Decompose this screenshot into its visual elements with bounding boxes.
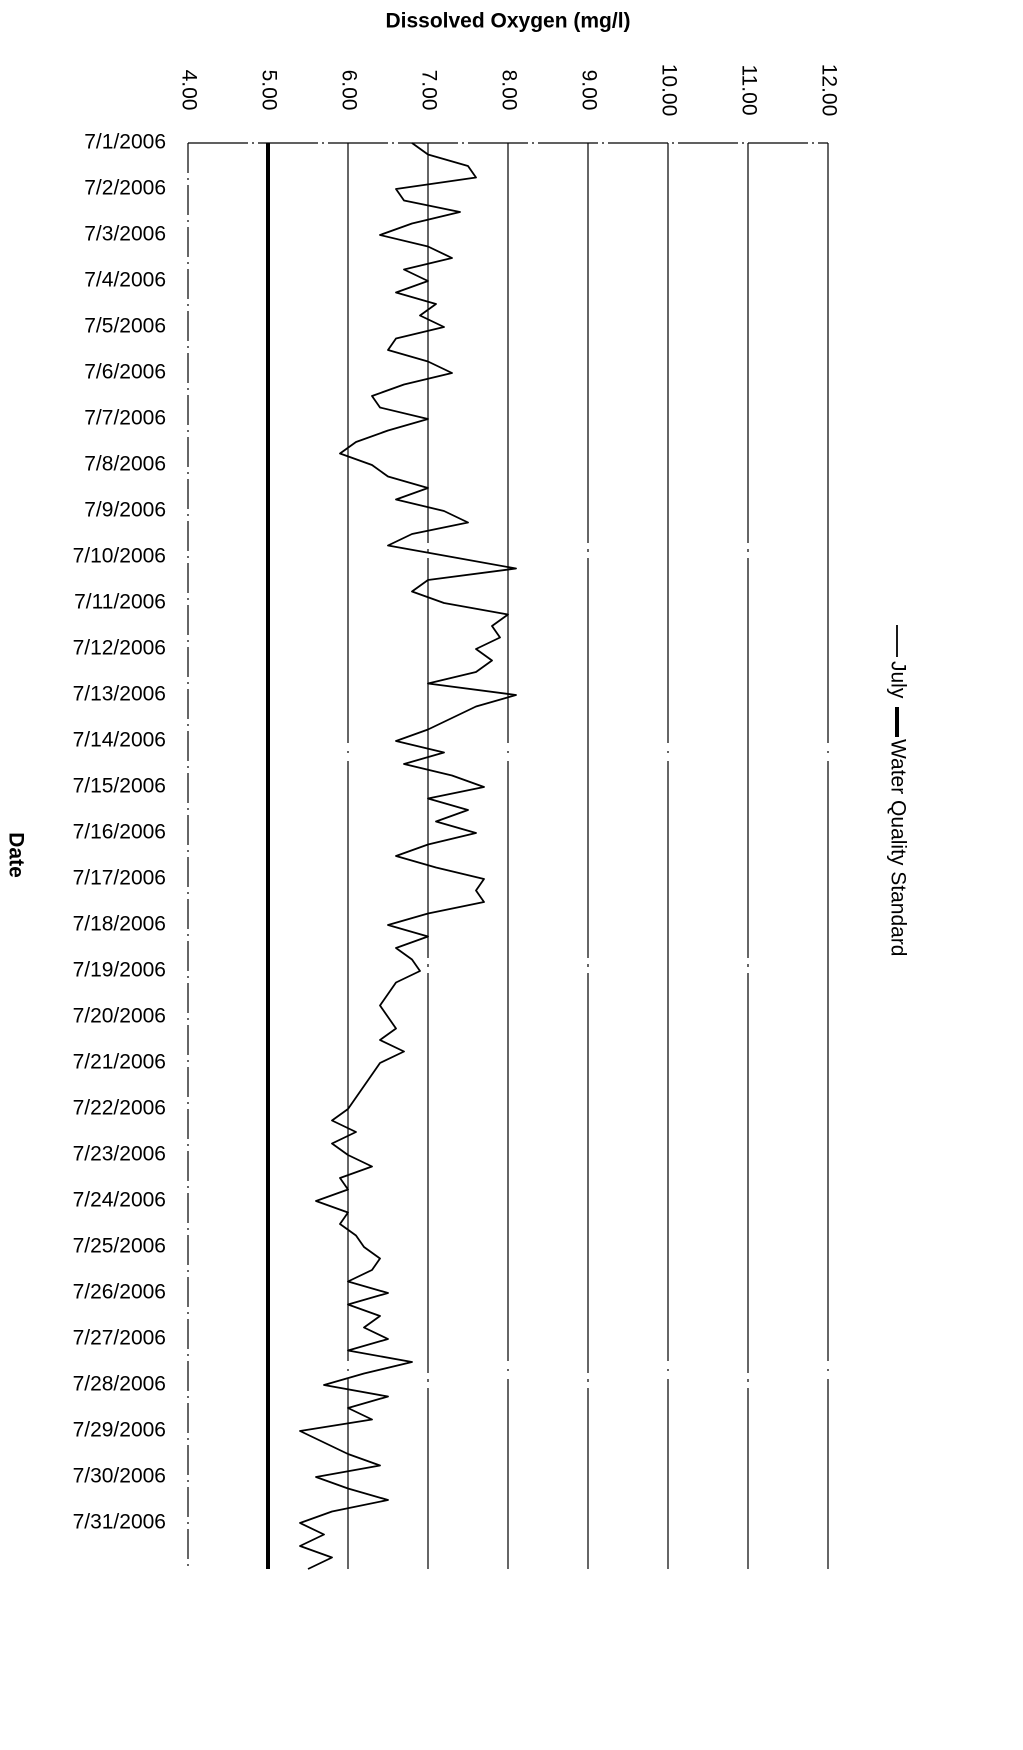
y-tick-label: 7/28/2006 bbox=[73, 1373, 166, 1396]
x-tick-label: 7.00 bbox=[417, 70, 440, 111]
y-tick-label: 7/1/2006 bbox=[84, 131, 166, 154]
y-tick-label: 7/21/2006 bbox=[73, 1051, 166, 1074]
x-tick-label: 10.00 bbox=[657, 64, 680, 117]
x-tick-label: 8.00 bbox=[497, 70, 520, 111]
y-tick-label: 7/20/2006 bbox=[73, 1005, 166, 1028]
legend-label: July bbox=[886, 661, 909, 699]
y-tick-label: 7/30/2006 bbox=[73, 1465, 166, 1488]
y-tick-label: 7/7/2006 bbox=[84, 407, 166, 430]
y-tick-label: 7/19/2006 bbox=[73, 959, 166, 982]
x-tick-label: 4.00 bbox=[177, 70, 200, 111]
y-tick-label: 7/2/2006 bbox=[84, 177, 166, 200]
y-tick-label: 7/29/2006 bbox=[73, 1419, 166, 1442]
y-tick-label: 7/3/2006 bbox=[84, 223, 166, 246]
y-tick-label: 7/10/2006 bbox=[73, 545, 166, 568]
data-line bbox=[299, 142, 517, 1570]
y-tick-label: 7/23/2006 bbox=[73, 1143, 166, 1166]
x-tick-label: 9.00 bbox=[577, 70, 600, 111]
y-tick-label: 7/6/2006 bbox=[84, 361, 166, 384]
y-tick-label: 7/16/2006 bbox=[73, 821, 166, 844]
legend-label: Water Quality Standard bbox=[886, 739, 909, 957]
y-tick-label: 7/13/2006 bbox=[73, 683, 166, 706]
legend: July Water Quality Standard bbox=[886, 625, 909, 957]
y-tick-label: 7/26/2006 bbox=[73, 1281, 166, 1304]
y-tick-label: 7/4/2006 bbox=[84, 269, 166, 292]
y-tick-label: 7/31/2006 bbox=[73, 1511, 166, 1534]
x-tick-label: 11.00 bbox=[737, 65, 760, 116]
x-tick-label: 5.00 bbox=[257, 70, 280, 111]
y-tick-label: 7/22/2006 bbox=[73, 1097, 166, 1120]
x-tick-label: 6.00 bbox=[337, 70, 360, 111]
y-axis-title: Date bbox=[4, 832, 27, 878]
y-tick-label: 7/5/2006 bbox=[84, 315, 166, 338]
x-tick-label: 12.00 bbox=[817, 64, 840, 117]
y-tick-label: 7/9/2006 bbox=[84, 499, 166, 522]
y-tick-label: 7/24/2006 bbox=[73, 1189, 166, 1212]
chart-title: Dissolved Oxygen (mg/l) bbox=[385, 10, 630, 33]
y-tick-label: 7/11/2006 bbox=[74, 591, 166, 614]
y-tick-label: 7/12/2006 bbox=[73, 637, 166, 660]
y-tick-label: 7/18/2006 bbox=[73, 913, 166, 936]
y-tick-label: 7/15/2006 bbox=[73, 775, 166, 798]
y-tick-label: 7/25/2006 bbox=[73, 1235, 166, 1258]
y-tick-label: 7/17/2006 bbox=[73, 867, 166, 890]
y-tick-label: 7/8/2006 bbox=[84, 453, 166, 476]
y-tick-label: 7/27/2006 bbox=[73, 1327, 166, 1350]
y-tick-label: 7/14/2006 bbox=[73, 729, 166, 752]
